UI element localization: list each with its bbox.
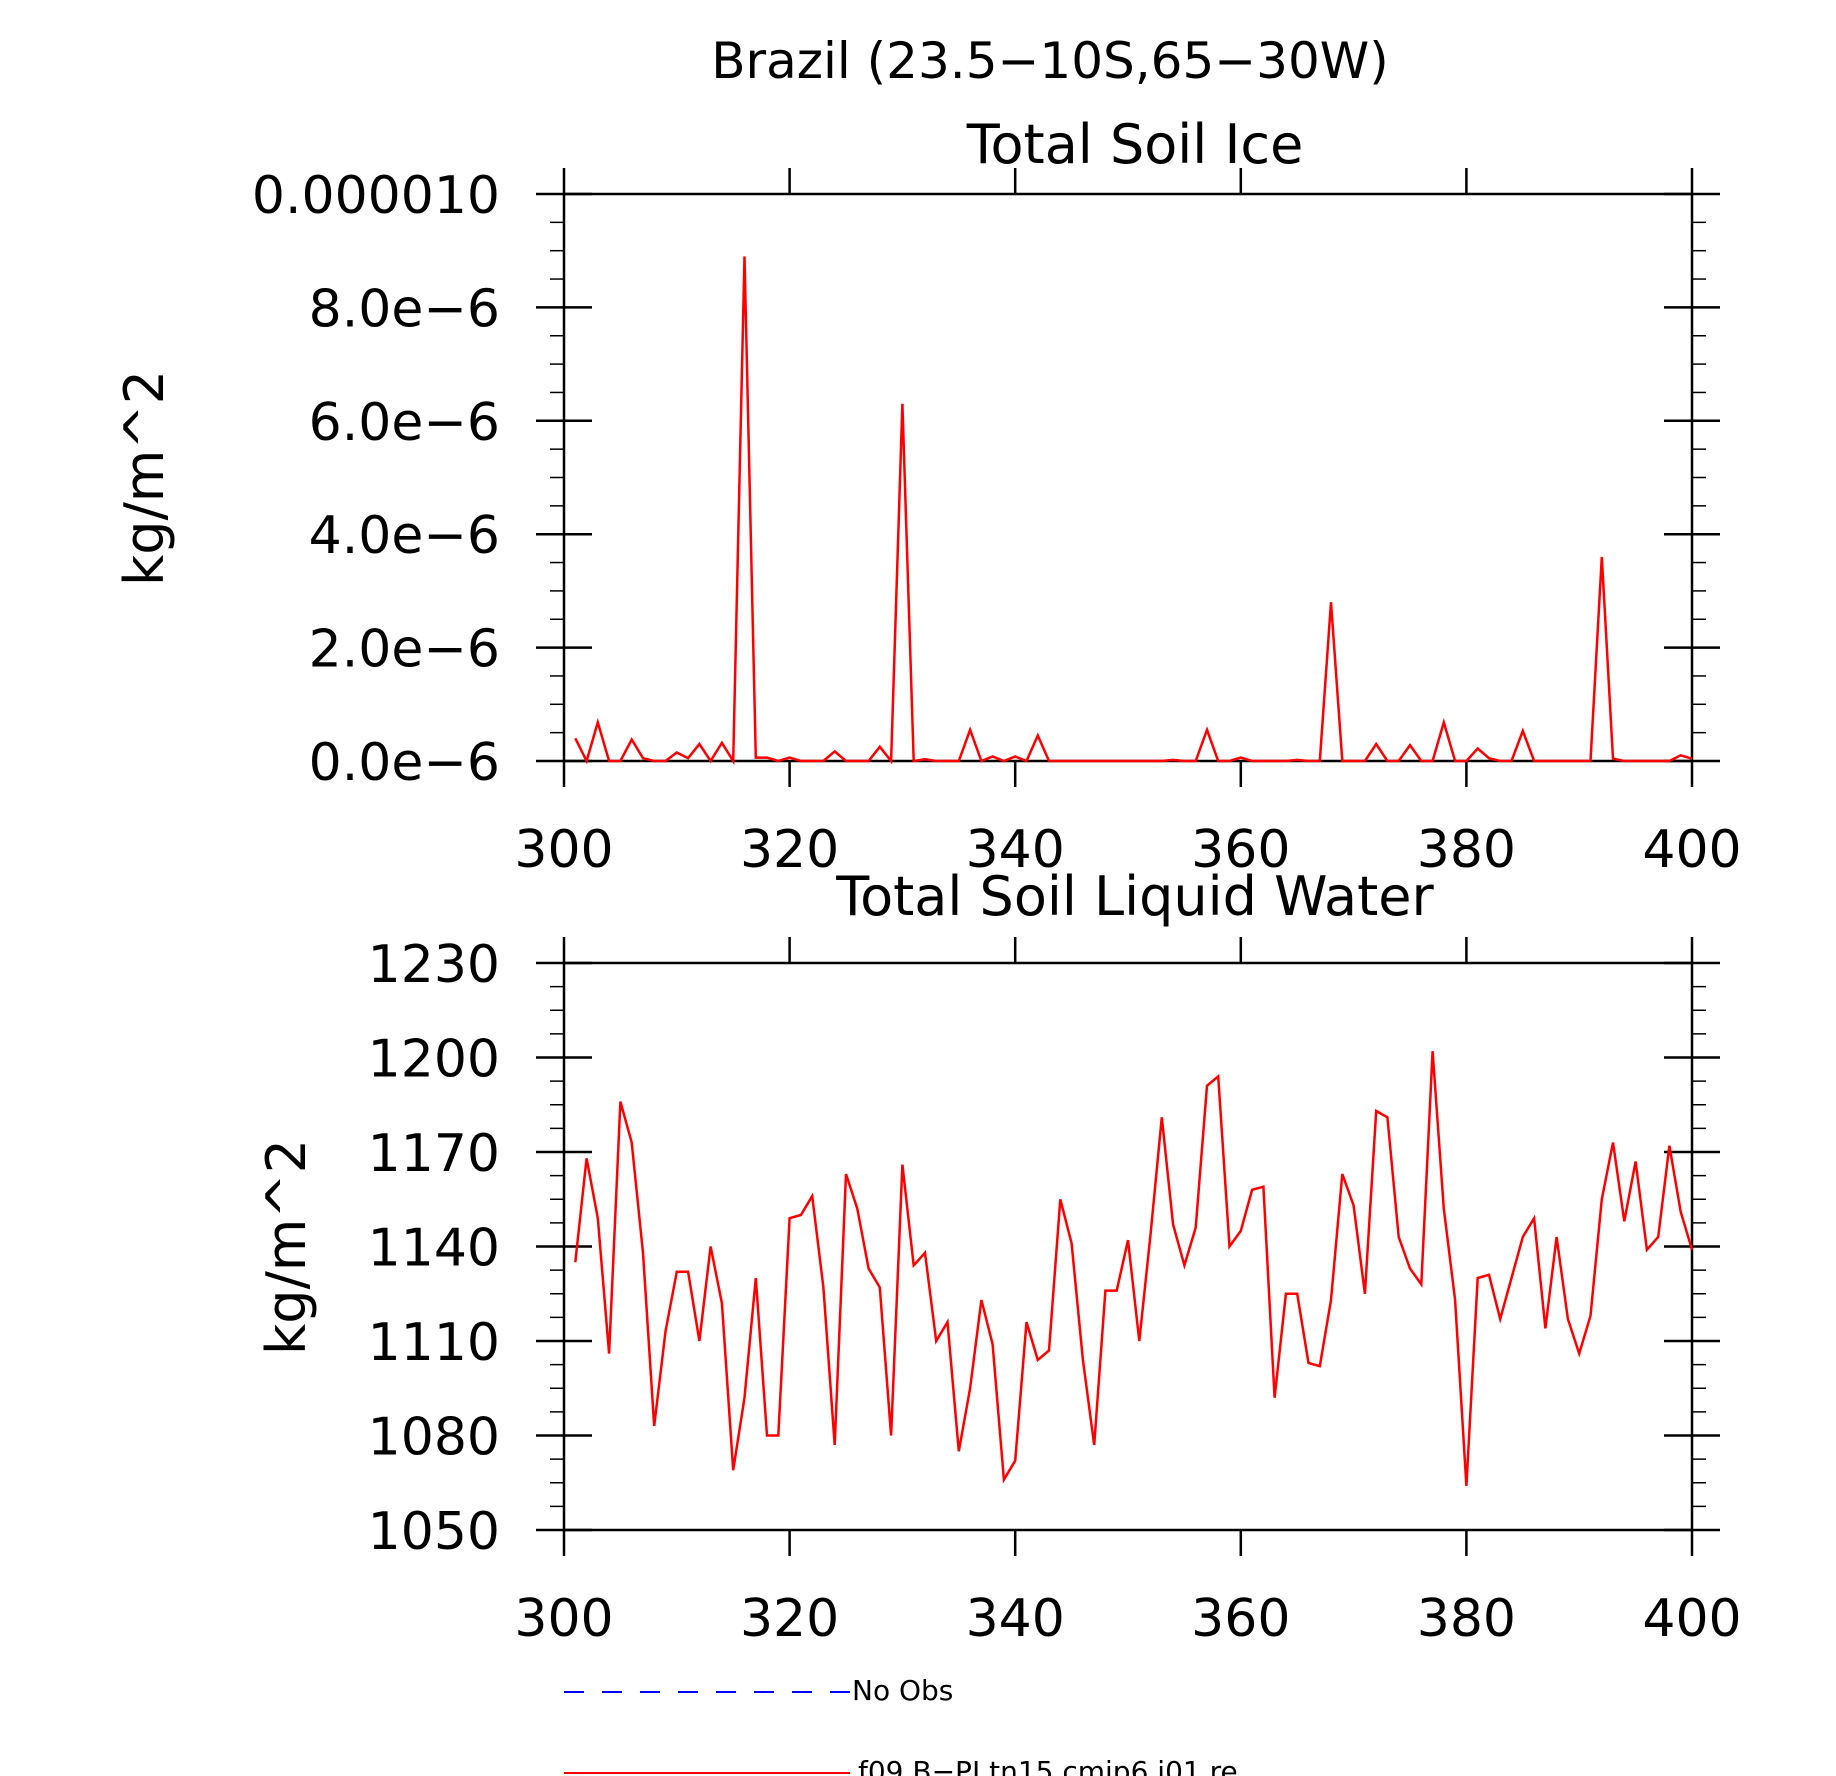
series-line-soil-ice — [574, 256, 1693, 766]
y-axis-label: kg/m^2 — [255, 1139, 318, 1355]
x-tick-label: 320 — [740, 1589, 839, 1649]
figure-title: Brazil (23.5−10S,65−30W) — [711, 32, 1389, 90]
x-tick-label: 320 — [740, 820, 839, 880]
legend-obs-label: No Obs — [852, 1674, 953, 1707]
y-tick-label: 8.0e−6 — [309, 279, 500, 339]
y-tick-label: 0.000010 — [252, 166, 500, 226]
y-tick-label: 1110 — [368, 1313, 500, 1373]
plot-frame — [562, 192, 1694, 763]
legend-model-label: f09.B−PI.tn15.cmip6.j01.re — [858, 1755, 1238, 1776]
chart-title: Total Soil Ice — [966, 113, 1304, 176]
x-tick-label: 300 — [514, 820, 613, 880]
chart-panel-soil-liquid-water: Total Soil Liquid Water kg/m^2 300 320 340 36… — [255, 865, 1742, 1649]
series-line-soil-liquid-water — [574, 1051, 1694, 1486]
y-tick-label: 2.0e−6 — [309, 620, 500, 680]
y-tick-label: 1200 — [368, 1030, 500, 1090]
chart-title: Total Soil Liquid Water — [835, 865, 1434, 928]
x-tick-label: 340 — [966, 820, 1065, 880]
y-tick-label: 1050 — [368, 1502, 500, 1562]
x-tick-label: 300 — [514, 1589, 613, 1649]
y-axis-label: kg/m^2 — [113, 370, 176, 586]
x-tick-label: 400 — [1642, 820, 1741, 880]
x-tick-label: 400 — [1642, 1589, 1741, 1649]
x-tick-label: 380 — [1417, 1589, 1516, 1649]
y-tick-label: 1080 — [368, 1408, 500, 1468]
y-tick-label: 1170 — [368, 1124, 500, 1184]
x-tick-label: 380 — [1417, 820, 1516, 880]
chart-panel-soil-ice: Total Soil Ice kg/m^2 300 320 340 360 380 400 0.… — [113, 113, 1742, 880]
legend: No Obs f09.B−PI.tn15.cmip6.j01.re — [564, 1674, 1238, 1776]
y-tick-label: 1140 — [368, 1219, 500, 1279]
y-tick-label: 4.0e−6 — [309, 506, 500, 566]
y-tick-label: 6.0e−6 — [309, 393, 500, 453]
x-tick-label: 360 — [1191, 1589, 1290, 1649]
x-tick-label: 360 — [1191, 820, 1290, 880]
y-tick-label: 1230 — [368, 935, 500, 995]
y-tick-label: 0.0e−6 — [309, 733, 500, 793]
x-tick-label: 340 — [966, 1589, 1065, 1649]
